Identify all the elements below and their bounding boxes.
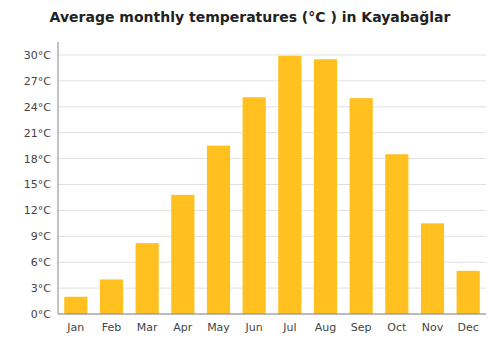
y-tick-label: 21°C <box>24 127 51 140</box>
bar <box>385 154 408 314</box>
x-tick-label: Dec <box>458 321 479 334</box>
chart-container: Average monthly temperatures (°C ) in Ka… <box>0 0 500 350</box>
x-tick-label: Aug <box>315 321 336 334</box>
y-tick-label: 12°C <box>24 204 51 217</box>
y-tick-label: 3°C <box>31 282 51 295</box>
bar <box>278 56 301 314</box>
x-tick-label: Jan <box>66 321 84 334</box>
y-tick-label: 30°C <box>24 49 51 62</box>
grid-line <box>58 184 486 185</box>
y-axis: 0°C 3°C 6°C 9°C 12°C 15°C 18°C 21°C 24°C 27°C 30°C <box>24 49 486 321</box>
x-tick-label: Jun <box>245 321 263 334</box>
x-tick-label: Jul <box>282 321 296 334</box>
y-tick-label: 18°C <box>24 153 51 166</box>
grid-line <box>58 314 486 315</box>
grid-line <box>58 210 486 211</box>
bar <box>100 279 123 314</box>
x-tick-label: Sep <box>351 321 372 334</box>
x-tick-label: Nov <box>422 321 444 334</box>
bar <box>64 297 87 314</box>
grid-line <box>58 106 486 107</box>
bar <box>421 223 444 314</box>
y-tick-label: 24°C <box>24 101 51 114</box>
x-tick-label: Apr <box>173 321 193 334</box>
x-tick-label: Oct <box>387 321 407 334</box>
x-tick-label: Feb <box>102 321 121 334</box>
title: Average monthly temperatures (°C ) in Ka… <box>50 9 451 25</box>
grid-line <box>58 80 486 81</box>
bar <box>207 146 230 314</box>
bar <box>350 98 373 314</box>
grid-line <box>58 54 486 55</box>
chart: Average monthly temperatures (°C ) in Ka… <box>0 0 500 350</box>
x-tick-label: May <box>207 321 230 334</box>
y-tick-label: 9°C <box>31 230 51 243</box>
bars <box>64 56 480 314</box>
bar <box>314 59 337 314</box>
y-tick-label: 15°C <box>24 178 51 191</box>
bar <box>243 97 266 314</box>
x-axis: Jan Feb Mar Apr May Jun Jul Aug Sep Oct Nov Dec <box>66 321 478 334</box>
grid-line <box>58 132 486 133</box>
x-tick-label: Mar <box>137 321 158 334</box>
grid-line <box>58 158 486 159</box>
bar <box>136 243 159 314</box>
y-axis-line <box>58 42 59 314</box>
x-axis-line <box>58 314 486 315</box>
bar <box>457 271 480 314</box>
bar <box>171 195 194 314</box>
y-tick-label: 27°C <box>24 75 51 88</box>
y-tick-label: 0°C <box>31 308 51 321</box>
y-tick-label: 6°C <box>31 256 51 269</box>
